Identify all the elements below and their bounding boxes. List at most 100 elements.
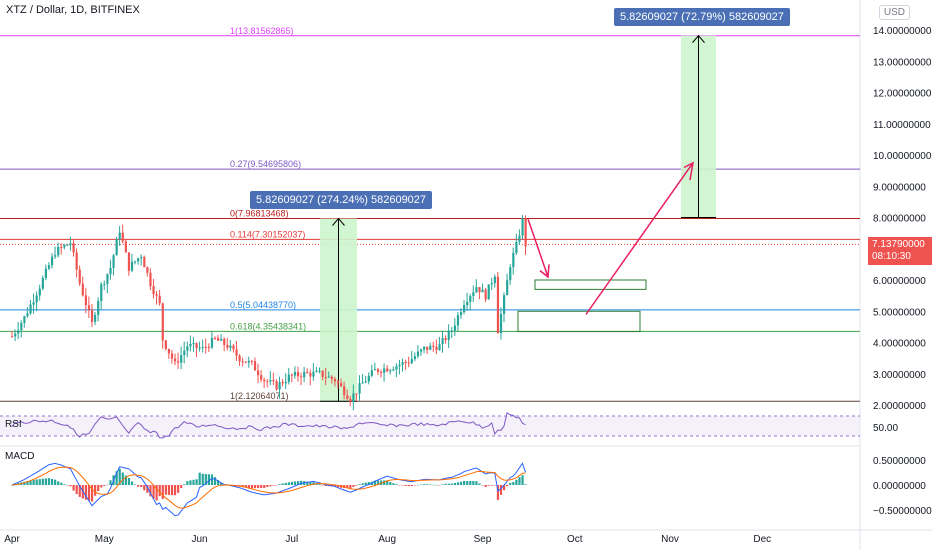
macd-histogram-bar <box>293 481 297 485</box>
candle-body <box>398 364 401 367</box>
candle-body <box>512 252 515 268</box>
candle-body <box>300 376 303 378</box>
macd-histogram-bar <box>435 484 438 486</box>
candle-body <box>17 330 20 334</box>
candle-body <box>121 232 124 242</box>
macd-histogram-bar <box>87 485 91 501</box>
macd-histogram-bar <box>524 484 527 485</box>
candle-body <box>60 246 63 248</box>
candle-body <box>69 243 72 245</box>
x-tick-label: Nov <box>661 534 679 545</box>
candle-body <box>518 235 521 242</box>
macd-histogram-bar <box>109 480 112 485</box>
candle-body <box>333 379 337 382</box>
macd-histogram-bar <box>183 484 186 485</box>
x-tick-label: Oct <box>567 534 583 545</box>
candle-body <box>247 360 250 363</box>
macd-histogram-bar <box>192 479 195 485</box>
macd-histogram-bar <box>466 480 469 485</box>
candle-body <box>343 386 346 396</box>
macd-histogram-bar <box>447 483 450 485</box>
fib-label: 0.618(4.35438341) <box>230 321 306 331</box>
candle-body <box>44 268 48 279</box>
candle-body <box>312 371 315 377</box>
candle-body <box>38 288 41 296</box>
macd-histogram-bar <box>444 483 447 485</box>
macd-histogram-bar <box>506 485 509 487</box>
macd-histogram-bar <box>121 472 124 485</box>
macd-histogram-bar <box>392 483 395 485</box>
candle-body <box>11 336 14 338</box>
macd-histogram-bar <box>515 479 518 485</box>
candle-body <box>106 274 109 284</box>
candle-body <box>198 347 201 349</box>
y-tick-label: 5.00000000 <box>873 307 926 318</box>
candle-body <box>404 361 407 363</box>
macd-histogram-bar <box>416 484 420 486</box>
candle-body <box>284 381 287 384</box>
projection-arrow-up <box>585 162 694 315</box>
macd-tick-label: −0.50000000 <box>873 506 932 517</box>
candle-body <box>469 296 472 302</box>
macd-histogram-bar <box>38 479 41 485</box>
measure-label-1: 5.82609027 (274.24%) 582609027 <box>250 191 433 209</box>
candle-body <box>296 372 300 377</box>
macd-histogram-bar <box>484 485 487 487</box>
fib-label: 0(7.96813468) <box>230 208 289 218</box>
candle-body <box>463 305 466 313</box>
macd-histogram-bar <box>296 481 300 485</box>
candle-body <box>509 267 512 281</box>
candle-body <box>521 218 524 236</box>
macd-histogram-bar <box>54 479 57 485</box>
candle-body <box>318 370 321 372</box>
macd-histogram-bar <box>490 485 493 486</box>
macd-histogram-bar <box>419 484 423 486</box>
macd-histogram-bar <box>57 481 60 485</box>
macd-histogram-bar <box>250 485 254 489</box>
candle-body <box>50 256 54 266</box>
candle-body <box>167 348 171 354</box>
candle-body <box>223 338 226 345</box>
candle-body <box>327 376 330 378</box>
candle-body <box>244 361 247 363</box>
candle-body <box>183 350 186 356</box>
candle-body <box>90 309 94 322</box>
candle-body <box>493 276 496 284</box>
candle-body <box>32 302 35 305</box>
candle-body <box>281 382 284 384</box>
macd-histogram-bar <box>346 485 349 489</box>
macd-histogram-bar <box>69 485 72 487</box>
candle-body <box>97 300 100 315</box>
candle-body <box>472 292 475 297</box>
candle-body <box>447 330 450 340</box>
macd-label[interactable]: MACD <box>5 451 35 462</box>
macd-histogram-bar <box>155 485 158 501</box>
macd-histogram-bar <box>263 485 266 488</box>
candle-body <box>14 333 17 337</box>
candle-body <box>376 369 380 372</box>
macd-histogram-bar <box>309 481 312 485</box>
macd-histogram-bar <box>97 485 100 492</box>
macd-histogram-bar <box>167 485 171 495</box>
macd-histogram-bar <box>441 484 444 485</box>
symbol-title[interactable]: XTZ / Dollar, 1D, BITFINEX <box>6 4 140 16</box>
currency-button[interactable]: USD <box>878 5 910 20</box>
macd-histogram-bar <box>312 482 315 485</box>
macd-histogram-bar <box>269 485 272 487</box>
y-tick-label: 4.00000000 <box>873 339 926 350</box>
macd-histogram-bar <box>75 485 78 495</box>
macd-histogram-bar <box>450 483 453 485</box>
macd-histogram-bar <box>146 485 149 493</box>
fib-label: 0.5(5.04438770) <box>230 300 296 310</box>
candle-body <box>75 252 78 270</box>
macd-histogram-bar <box>180 485 183 489</box>
measure-range-1-arrow <box>332 217 345 226</box>
candle-body <box>78 269 81 284</box>
macd-histogram-bar <box>210 474 214 485</box>
macd-histogram-bar <box>118 468 121 485</box>
macd-histogram-bar <box>426 484 429 485</box>
candle-body <box>124 241 127 253</box>
rsi-label[interactable]: RSI <box>5 419 22 430</box>
macd-histogram-bar <box>509 482 512 485</box>
